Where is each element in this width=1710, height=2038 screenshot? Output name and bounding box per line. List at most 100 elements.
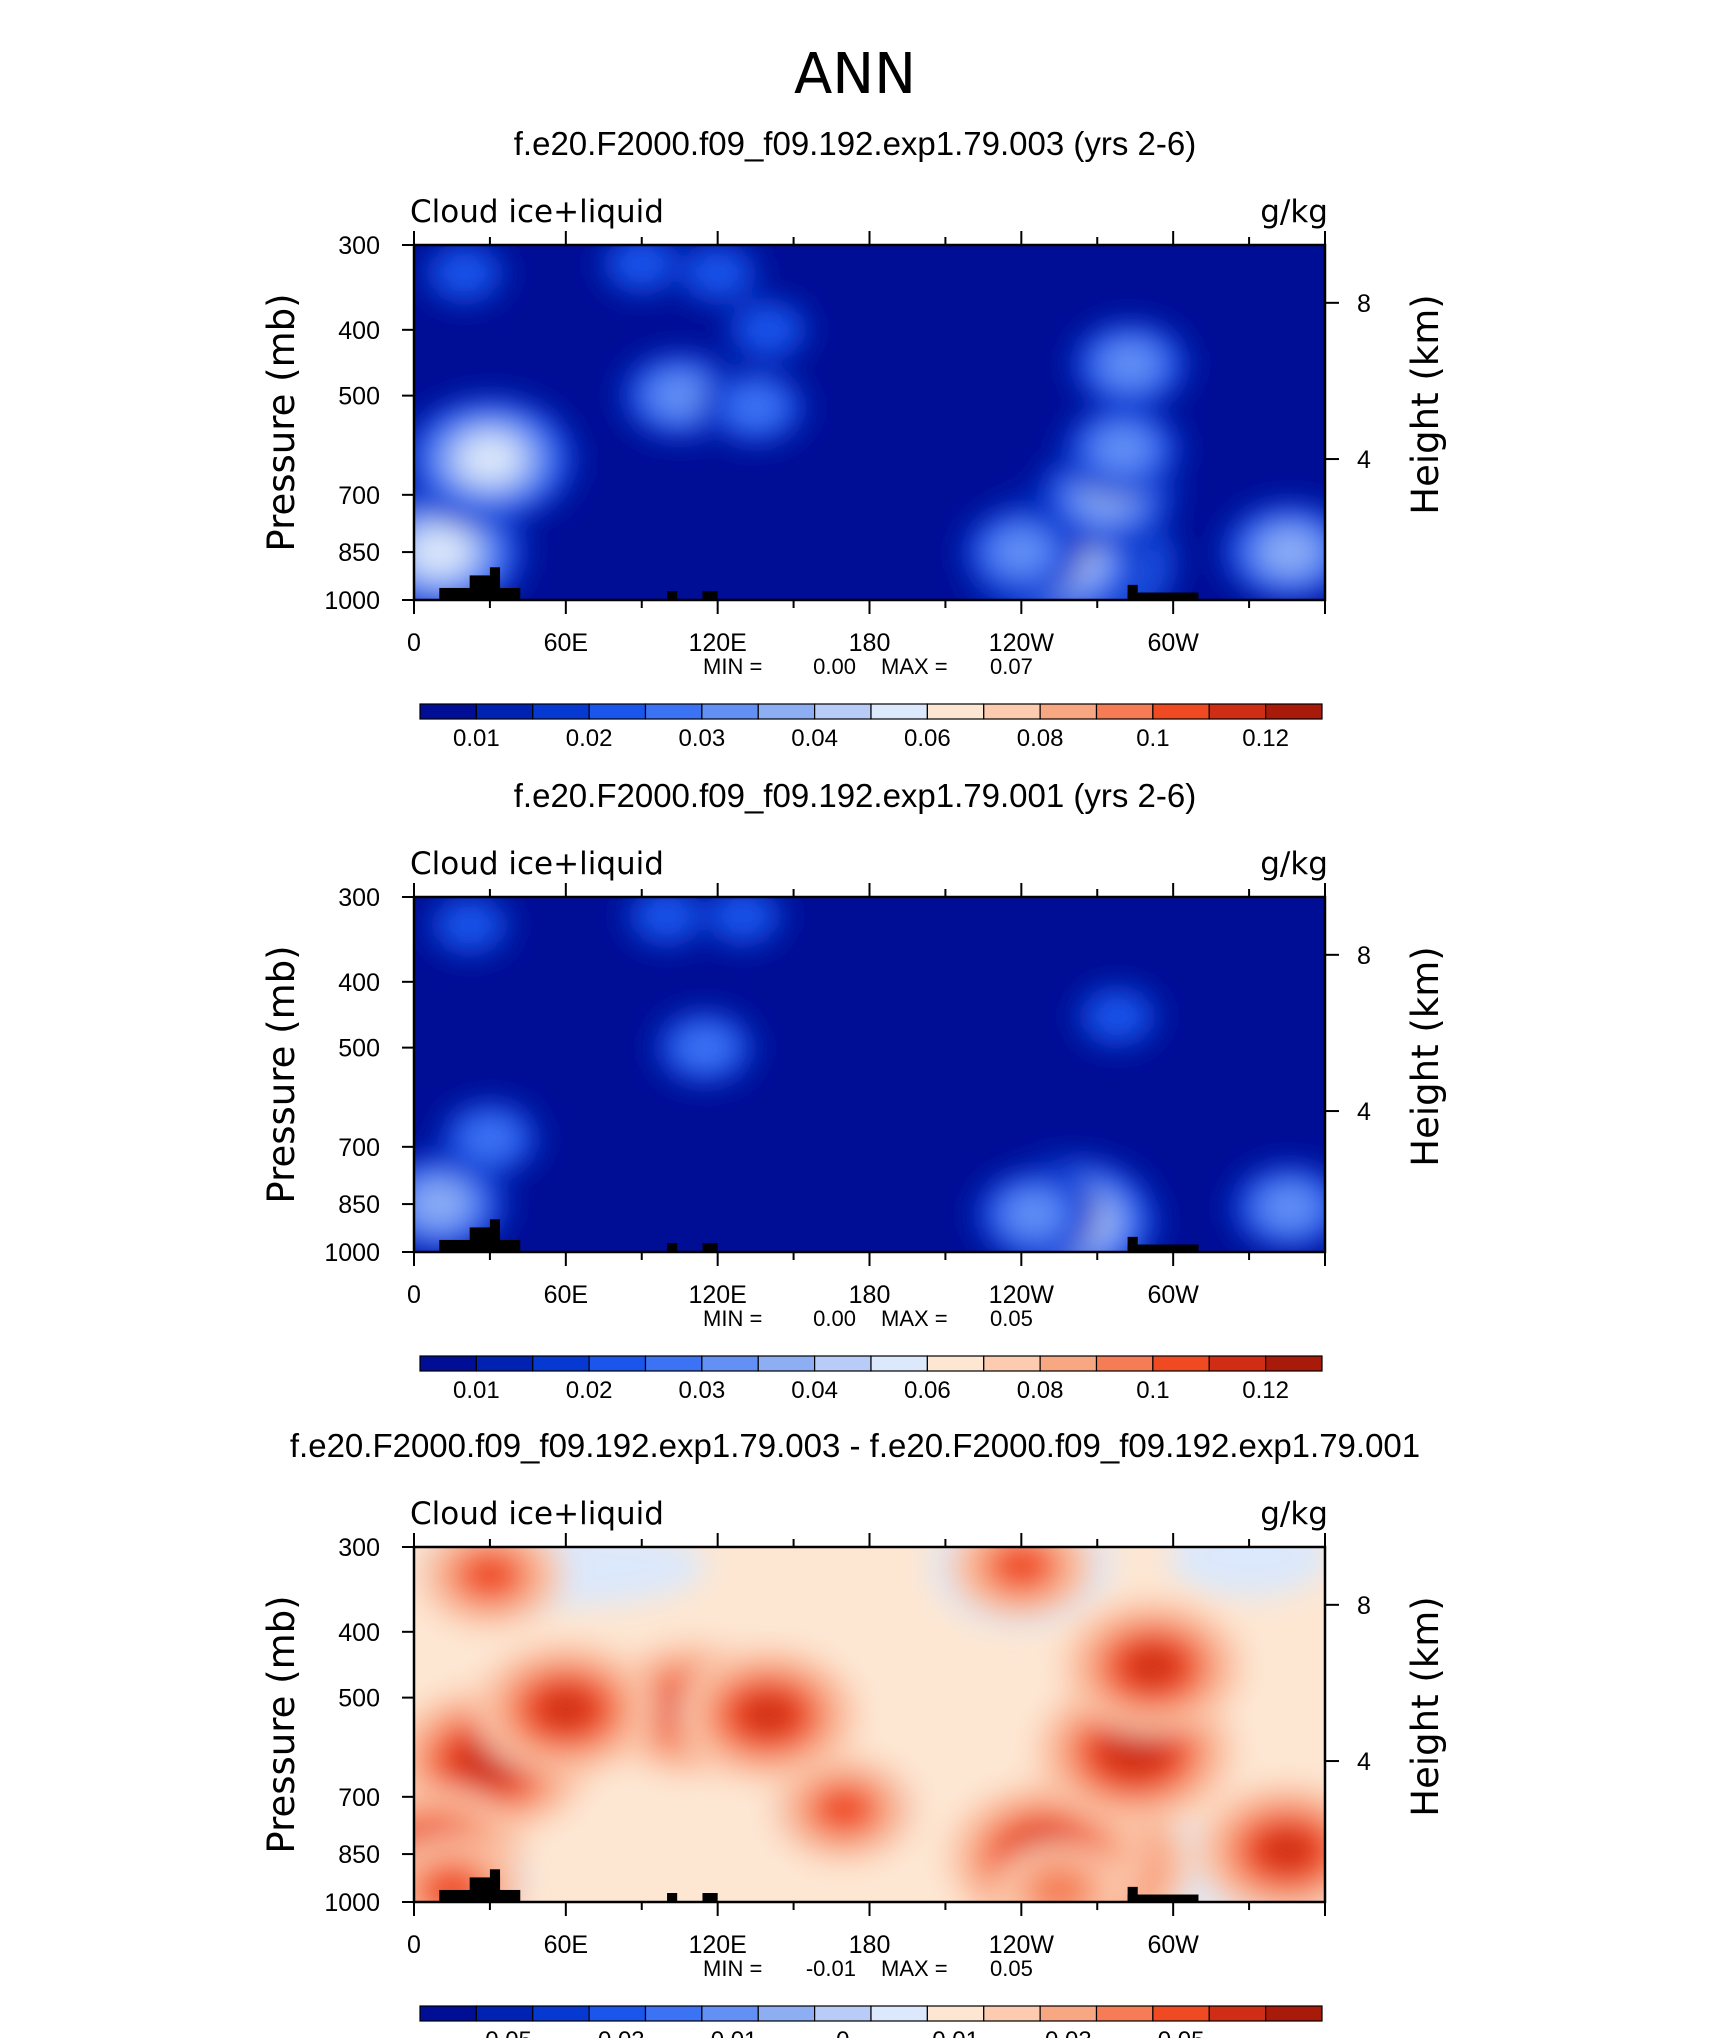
- panel-2: f.e20.F2000.f09_f09.192.exp1.79.001 (yrs…: [260, 777, 1447, 1404]
- colorbar-cell: [870, 1355, 928, 1372]
- min-label: MIN =: [703, 1306, 762, 1331]
- colorbar-cell: [644, 703, 703, 720]
- colorbar-cell: [588, 703, 647, 720]
- colorbar-cell: [1095, 703, 1154, 720]
- y-right-tick-label: 4: [1357, 446, 1371, 474]
- contour-blob: [538, 1688, 593, 1730]
- max-value: 0.05: [990, 1306, 1033, 1331]
- colorbar-label: 0.03: [679, 725, 726, 752]
- x-tick-label: 0: [407, 1281, 421, 1309]
- x-tick-label: 0: [407, 629, 421, 657]
- x-tick-label: 60W: [1147, 1931, 1199, 1959]
- colorbar-cell: [475, 2005, 534, 2022]
- colorbar-label: 0.04: [791, 1377, 838, 1404]
- panel-title: f.e20.F2000.f09_f09.192.exp1.79.003 (yrs…: [514, 125, 1196, 162]
- colorbar-cell: [1208, 1355, 1267, 1372]
- contour-blob: [1262, 531, 1317, 573]
- x-tick-label: 120W: [989, 1931, 1055, 1959]
- x-tick-label: 60E: [544, 629, 588, 657]
- y-tick-label: 1000: [324, 587, 380, 615]
- colorbar-cell: [814, 2005, 872, 2022]
- colorbar-cell: [814, 703, 872, 720]
- y-tick-label: 700: [338, 1134, 380, 1162]
- y-tick-label: 1000: [324, 1889, 380, 1917]
- contour-blob: [442, 904, 497, 946]
- colorbar-cell: [1265, 2005, 1323, 2022]
- y-tick-label: 400: [338, 1619, 380, 1647]
- contour-field: [414, 897, 1325, 1252]
- max-label: MAX =: [881, 1956, 948, 1981]
- max-label: MAX =: [881, 1306, 948, 1331]
- colorbar-label: 0.08: [1017, 1377, 1064, 1404]
- x-tick-label: 60E: [544, 1281, 588, 1309]
- min-label: MIN =: [703, 1956, 762, 1981]
- colorbar-label: 0: [836, 2027, 849, 2038]
- y-tick-label: 500: [338, 1035, 380, 1063]
- colorbar-cell: [532, 703, 590, 720]
- colorbar-cell: [644, 1355, 703, 1372]
- y-axis-right-title: Height (km): [1404, 1596, 1447, 1816]
- x-tick-label: 180: [849, 1931, 891, 1959]
- x-tick-label: 120E: [688, 1931, 746, 1959]
- colorbar-cell: [1265, 703, 1323, 720]
- colorbar-cell: [532, 2005, 590, 2022]
- y-right-tick-label: 4: [1357, 1748, 1371, 1776]
- x-tick-label: 120E: [688, 629, 746, 657]
- contour-blob: [994, 531, 1049, 573]
- contour-blob: [1125, 1645, 1181, 1688]
- contour-blob: [462, 438, 518, 480]
- colorbar-cell: [419, 703, 477, 720]
- variable-label: Cloud ice+liquid: [410, 1496, 664, 1532]
- colorbar-cell: [1039, 703, 1098, 720]
- max-value: 0.05: [990, 1956, 1033, 1981]
- contour-blob: [994, 1547, 1049, 1587]
- colorbar-cell: [983, 1355, 1041, 1372]
- y-tick-label: 700: [338, 482, 380, 510]
- contour-field: [414, 1547, 1325, 1902]
- panel-1: f.e20.F2000.f09_f09.192.exp1.79.003 (yrs…: [260, 125, 1447, 752]
- colorbar-label: 0.01: [453, 725, 500, 752]
- x-tick-label: 180: [849, 1281, 891, 1309]
- y-tick-label: 300: [338, 884, 380, 912]
- contour-blob: [1262, 1186, 1317, 1229]
- contour-blob: [1095, 428, 1150, 471]
- contour-blob: [639, 897, 695, 937]
- colorbar-cell: [532, 1355, 590, 1372]
- colorbar-cell: [1208, 2005, 1267, 2022]
- contour-blob: [741, 309, 796, 351]
- colorbar-label: 0.03: [679, 1377, 726, 1404]
- contour-blob: [462, 1117, 518, 1159]
- contour-blob: [728, 386, 783, 428]
- colorbar: 0.01 0.02 0.03 0.04 0.06 0.08 0.1 0.12: [419, 703, 1323, 752]
- min-label: MIN =: [703, 654, 762, 679]
- x-tick-label: 120E: [688, 1281, 746, 1309]
- colorbar-cell: [870, 703, 928, 720]
- contour-blob: [1102, 343, 1158, 386]
- terrain-mask: [439, 1219, 1199, 1252]
- y-right-tick-label: 8: [1357, 290, 1371, 318]
- y-axis-title: Pressure (mb): [260, 945, 303, 1203]
- y-tick-label: 500: [338, 383, 380, 411]
- y-right-tick-label: 4: [1357, 1098, 1371, 1126]
- y-axis-right-title: Height (km): [1404, 946, 1447, 1166]
- y-tick-label: 400: [338, 969, 380, 997]
- contour-blob: [715, 897, 771, 937]
- colorbar: -0.05 -0.03 -0.01 0 0.01 0.03 0.05: [419, 2005, 1323, 2038]
- x-tick-label: 180: [849, 629, 891, 657]
- x-tick-label: 120W: [989, 1281, 1055, 1309]
- colorbar-label: 0.08: [1017, 725, 1064, 752]
- contour-blob: [1032, 1869, 1087, 1902]
- terrain-mask: [439, 1869, 1199, 1902]
- colorbar-cell: [757, 703, 816, 720]
- colorbar-cell: [1152, 1355, 1210, 1372]
- colorbar-cell: [1039, 1355, 1098, 1372]
- colorbar-label: 0.12: [1242, 725, 1289, 752]
- contour-blob: [462, 1554, 518, 1596]
- contour-blob: [677, 1026, 733, 1069]
- contour-blob: [1090, 995, 1145, 1038]
- y-tick-label: 500: [338, 1685, 380, 1713]
- y-right-tick-label: 8: [1357, 1592, 1371, 1620]
- colorbar-cell: [926, 2005, 985, 2022]
- contour-field: [414, 245, 1325, 600]
- units-label: g/kg: [1260, 846, 1328, 882]
